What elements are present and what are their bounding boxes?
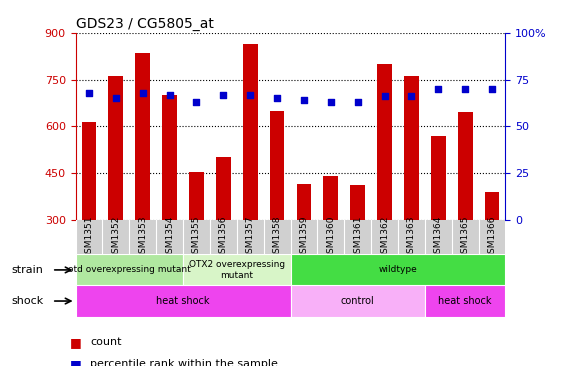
Bar bbox=[324, 176, 338, 220]
Point bbox=[380, 93, 389, 99]
Bar bbox=[425, 285, 505, 317]
Text: control: control bbox=[341, 296, 375, 306]
Bar bbox=[76, 254, 183, 285]
Text: GSM1364: GSM1364 bbox=[434, 215, 443, 259]
Point bbox=[246, 92, 255, 97]
Text: otd overexpressing mutant: otd overexpressing mutant bbox=[68, 265, 191, 274]
Text: GSM1365: GSM1365 bbox=[461, 215, 469, 259]
Bar bbox=[162, 95, 177, 220]
Bar bbox=[109, 76, 123, 220]
Text: GSM1363: GSM1363 bbox=[407, 215, 416, 259]
Text: GSM1351: GSM1351 bbox=[84, 215, 94, 259]
Text: ■: ■ bbox=[70, 358, 81, 366]
Point bbox=[192, 99, 201, 105]
Bar bbox=[183, 254, 290, 285]
Bar bbox=[81, 122, 96, 220]
Text: GSM1356: GSM1356 bbox=[219, 215, 228, 259]
Text: wildtype: wildtype bbox=[379, 265, 417, 274]
Bar bbox=[243, 44, 257, 220]
Bar bbox=[377, 64, 392, 220]
Text: strain: strain bbox=[12, 265, 44, 275]
Point bbox=[487, 86, 497, 92]
Point bbox=[84, 90, 94, 96]
Point bbox=[353, 99, 363, 105]
Bar bbox=[76, 285, 290, 317]
Text: GSM1360: GSM1360 bbox=[327, 215, 335, 259]
Text: GSM1355: GSM1355 bbox=[192, 215, 201, 259]
Bar bbox=[431, 136, 446, 220]
Bar bbox=[290, 285, 425, 317]
Text: GSM1361: GSM1361 bbox=[353, 215, 362, 259]
Point bbox=[111, 95, 120, 101]
Text: heat shock: heat shock bbox=[156, 296, 210, 306]
Text: shock: shock bbox=[12, 296, 44, 306]
Point bbox=[433, 86, 443, 92]
Text: GSM1358: GSM1358 bbox=[272, 215, 282, 259]
Bar bbox=[350, 185, 365, 220]
Text: GSM1362: GSM1362 bbox=[380, 215, 389, 259]
Bar bbox=[458, 112, 472, 220]
Point bbox=[326, 99, 335, 105]
Text: GSM1353: GSM1353 bbox=[138, 215, 147, 259]
Text: GSM1359: GSM1359 bbox=[299, 215, 309, 259]
Text: GSM1357: GSM1357 bbox=[246, 215, 254, 259]
Text: count: count bbox=[90, 337, 121, 347]
Point bbox=[165, 92, 174, 97]
Bar bbox=[404, 76, 419, 220]
Bar bbox=[216, 157, 231, 220]
Point bbox=[272, 95, 282, 101]
Point bbox=[218, 92, 228, 97]
Bar bbox=[296, 184, 311, 220]
Bar bbox=[135, 53, 150, 220]
Bar bbox=[189, 172, 204, 220]
Text: GSM1354: GSM1354 bbox=[165, 215, 174, 259]
Text: GDS23 / CG5805_at: GDS23 / CG5805_at bbox=[76, 16, 213, 30]
Point bbox=[299, 97, 309, 103]
Bar bbox=[290, 254, 505, 285]
Text: OTX2 overexpressing
mutant: OTX2 overexpressing mutant bbox=[189, 260, 285, 280]
Text: percentile rank within the sample: percentile rank within the sample bbox=[90, 359, 278, 366]
Text: heat shock: heat shock bbox=[439, 296, 492, 306]
Point bbox=[138, 90, 148, 96]
Bar bbox=[485, 192, 500, 220]
Point bbox=[461, 86, 470, 92]
Text: GSM1352: GSM1352 bbox=[112, 215, 120, 259]
Text: GSM1366: GSM1366 bbox=[487, 215, 497, 259]
Point bbox=[407, 93, 416, 99]
Text: ■: ■ bbox=[70, 336, 81, 349]
Bar bbox=[270, 111, 285, 220]
